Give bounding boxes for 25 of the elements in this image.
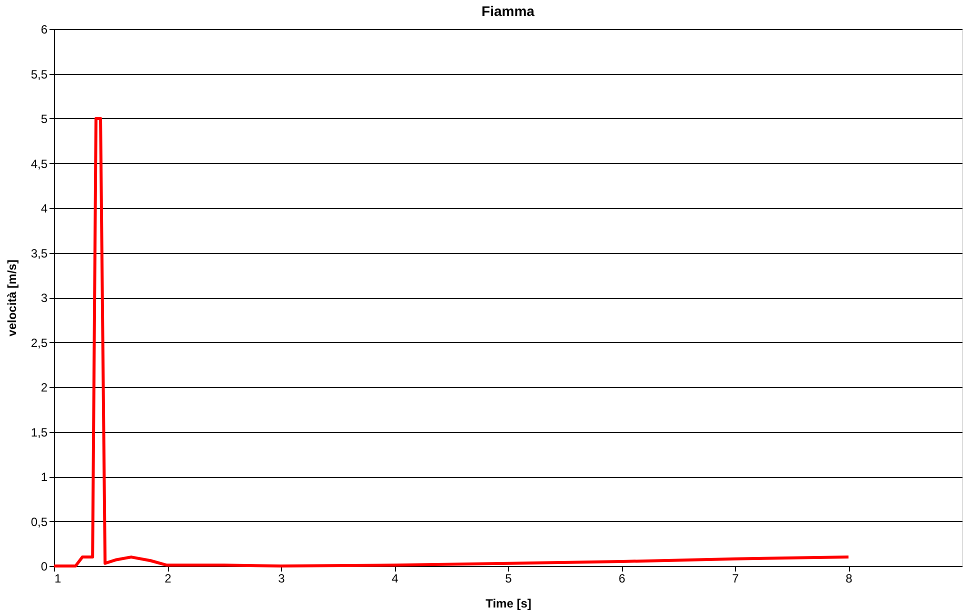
y-tick-label: 5,5 [30, 67, 48, 82]
y-tick-label: 1,5 [30, 425, 48, 440]
y-tick-label: 0 [40, 560, 48, 574]
x-axis-title: Time [s] [486, 596, 532, 610]
x-tick-label: 5 [505, 572, 512, 586]
x-tick-label: 6 [618, 572, 626, 586]
y-tick-label: 2,5 [30, 336, 48, 350]
y-tick-label: 0,5 [30, 514, 48, 529]
y-axis-title: velocità [m/s] [4, 260, 19, 336]
x-tick-label: 8 [846, 572, 853, 586]
chart-title: Fiamma [482, 3, 535, 19]
y-tick-label: 2 [40, 380, 48, 394]
y-tick-label: 3,5 [30, 246, 48, 260]
y-tick-label: 5 [40, 112, 48, 126]
x-tick-label: 1 [54, 572, 62, 586]
x-tick-label: 3 [278, 572, 286, 586]
x-tick-label: 7 [732, 572, 740, 586]
y-tick-label: 1 [40, 470, 48, 484]
line-series [52, 117, 850, 568]
y-tick-label: 6 [40, 22, 48, 36]
y-tick-label: 4,5 [30, 156, 48, 171]
y-tick-label: 4 [40, 202, 48, 216]
x-tick-label: 4 [392, 572, 399, 586]
y-tick-label: 3 [40, 291, 48, 305]
x-tick-label: 2 [164, 572, 172, 586]
